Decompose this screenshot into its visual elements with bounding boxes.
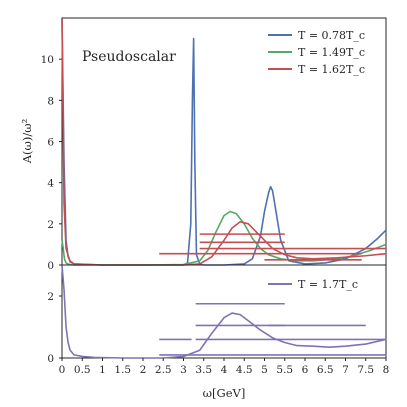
top-y-tick-label: 4 xyxy=(47,178,54,190)
x-tick-labels: 0 0.5 1 1.5 2 2.5 3 3.5 4 4.5 5 5.5 6 6.5 7 7.5 8 xyxy=(59,358,390,376)
bottom-y-tick-label: 0 xyxy=(47,353,54,365)
top-legend-label-0: T = 0.78T_c xyxy=(298,29,365,42)
top-legend-label-1: T = 1.49T_c xyxy=(298,46,365,59)
x-tick-label: 0 xyxy=(59,364,66,376)
x-tick-label: 2.5 xyxy=(155,364,172,376)
top-y-tick-label: 0 xyxy=(47,260,54,272)
x-tick-label: 3 xyxy=(180,364,187,376)
top-series-line-1 xyxy=(61,210,387,266)
x-tick-label: 6.5 xyxy=(317,364,334,376)
top-error-bars xyxy=(159,233,386,261)
x-tick-label: 4.5 xyxy=(236,364,253,376)
top-y-axis-label: A(ω)/ω² xyxy=(20,119,34,165)
x-tick-label: 7 xyxy=(342,364,349,376)
x-tick-label: 8 xyxy=(383,364,390,376)
x-tick-label: 1.5 xyxy=(114,364,131,376)
top-y-tick-label: 10 xyxy=(41,54,54,66)
x-tick-label: 5.5 xyxy=(276,364,293,376)
top-legend: T = 0.78T_c T = 1.49T_c T = 1.62T_c xyxy=(268,29,365,76)
top-y-tick-label: 2 xyxy=(47,219,54,231)
top-series-line-2 xyxy=(61,18,387,266)
x-axis-label: ω[GeV] xyxy=(203,386,246,400)
top-y-tick-label: 6 xyxy=(47,137,54,149)
x-tick-label: 4 xyxy=(221,364,228,376)
top-y-tick-label: 8 xyxy=(47,95,54,107)
top-panel: 0 2 4 6 8 10 Pseudoscalar A(ω)/ω² T = 0.78T_c… xyxy=(20,17,387,272)
bottom-panel: 0 2 0 0.5 1 1.5 2 2.5 3 3.5 4 4.5 5 5.5 6 6.5 7 7.5 8 ω[G… xyxy=(47,264,390,400)
bottom-error-bars xyxy=(159,302,386,356)
top-y-tick-labels: 0 2 4 6 8 10 xyxy=(41,54,62,272)
x-tick-label: 1 xyxy=(99,364,106,376)
bottom-legend-label-0: T = 1.7T_c xyxy=(298,278,358,291)
pseudoscalar-annotation: Pseudoscalar xyxy=(82,49,176,65)
x-tick-label: 7.5 xyxy=(357,364,374,376)
x-tick-label: 0.5 xyxy=(74,364,91,376)
x-tick-label: 3.5 xyxy=(195,364,212,376)
top-legend-label-2: T = 1.62T_c xyxy=(298,63,365,76)
x-tick-label: 5 xyxy=(261,364,268,376)
bottom-legend: T = 1.7T_c xyxy=(268,278,358,291)
x-tick-label: 6 xyxy=(302,364,309,376)
bottom-y-tick-label: 2 xyxy=(47,291,54,303)
x-tick-label: 2 xyxy=(140,364,147,376)
